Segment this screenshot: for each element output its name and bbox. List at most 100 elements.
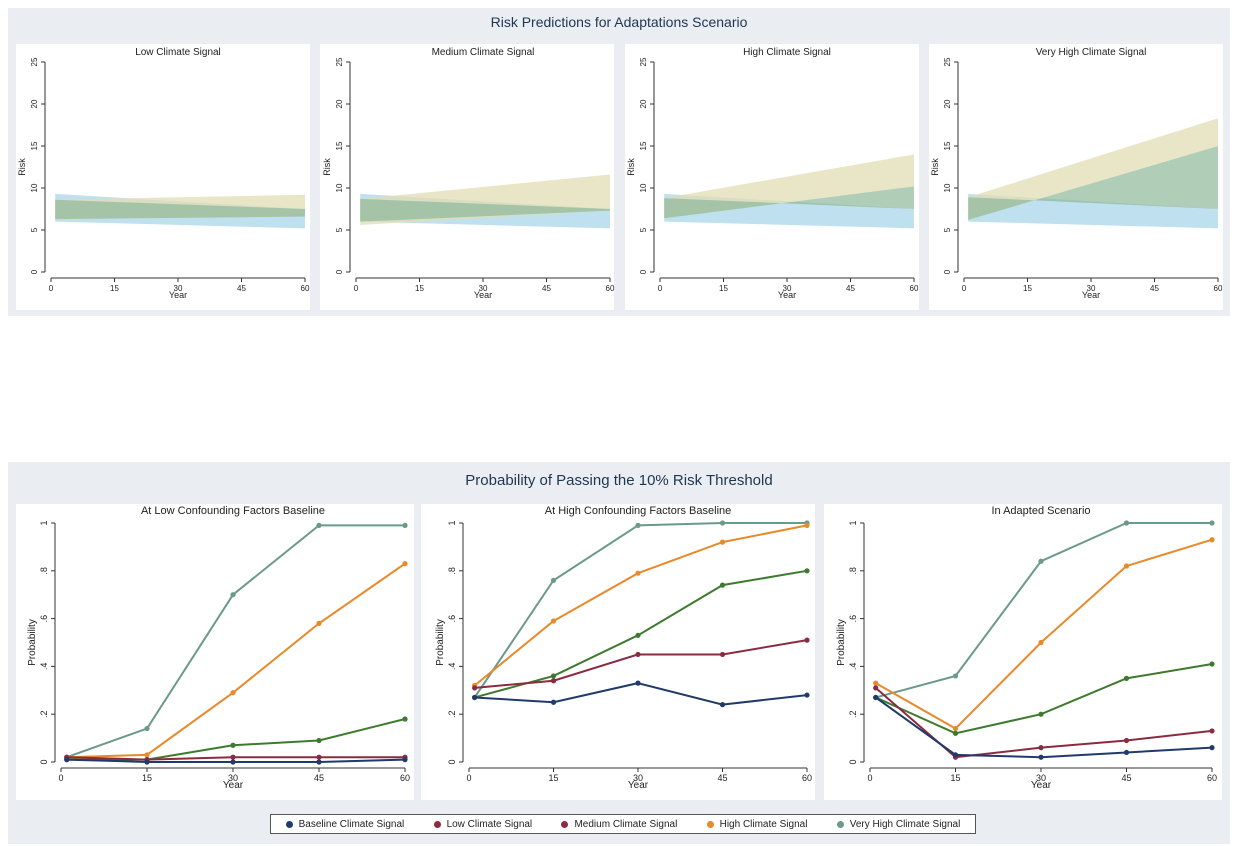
x-tick-label: 30 [633, 773, 643, 783]
data-point [550, 673, 557, 679]
probability-figure: Probability of Passing the 10% Risk Thre… [8, 462, 1230, 844]
data-point [402, 561, 408, 567]
x-tick-label: 30 [479, 284, 488, 293]
data-point [1123, 737, 1130, 744]
legend-item: Very High Climate Signal [836, 819, 960, 830]
legend-marker [285, 820, 293, 828]
data-point [1123, 520, 1130, 526]
x-tick-label: 30 [1087, 284, 1096, 293]
y-tick-label: 25 [639, 57, 648, 66]
y-tick-label: .2 [447, 710, 457, 718]
chart-panel-1: Medium Climate Signal 0 5 10 15 20 25 0 15 30 45 60… [320, 44, 615, 310]
x-axis-label: Year [169, 290, 187, 300]
y-tick-label: 10 [30, 183, 39, 192]
x-tick-label: 0 [962, 284, 967, 293]
x-tick-label: 0 [658, 284, 663, 293]
figure-title: Probability of Passing the 10% Risk Thre… [465, 472, 773, 489]
chart-panel-4: At Low Confounding Factors Baseline 0 .2 .4… [16, 504, 414, 800]
data-point [635, 522, 641, 528]
x-tick-label: 30 [783, 284, 792, 293]
data-point [402, 757, 408, 763]
data-point [1209, 745, 1215, 751]
x-tick-label: 60 [606, 284, 615, 293]
data-point [719, 651, 726, 658]
data-point [1038, 639, 1044, 646]
x-tick-label: 45 [1121, 773, 1131, 783]
probability-charts: At Low Confounding Factors Baseline 0 .2 .4… [16, 504, 1222, 800]
data-point [804, 692, 810, 698]
legend-label: High Climate Signal [719, 818, 808, 830]
data-point [719, 702, 726, 708]
panel-background [16, 44, 310, 310]
data-point [230, 742, 236, 748]
chart-title: High Climate Signal [743, 47, 831, 58]
x-tick-label: 45 [237, 284, 246, 293]
legend-marker [836, 820, 844, 828]
band-overlap [55, 199, 305, 220]
y-axis-label: Risk [930, 158, 940, 176]
y-tick-label: 5 [943, 227, 952, 232]
y-tick-label: 15 [943, 141, 952, 150]
legend-item: Baseline Climate Signal [285, 818, 405, 830]
x-tick-label: 30 [1036, 773, 1046, 783]
data-point [144, 759, 150, 765]
data-point [316, 759, 322, 765]
chart-panel-0: Low Climate Signal 0 5 10 15 20 25 0 15 30 45 60 Yea… [16, 44, 310, 310]
legend-item: High Climate Signal [706, 818, 808, 830]
y-axis-label: Probability [27, 619, 38, 666]
y-tick-label: 25 [335, 57, 344, 66]
x-tick-label: 15 [548, 773, 558, 783]
y-tick-label: 5 [30, 227, 39, 232]
risk-predictions-figure: Risk Predictions for Adaptations Scenari… [8, 8, 1230, 316]
data-point [635, 570, 641, 576]
y-tick-label: 5 [335, 227, 344, 232]
data-point [952, 725, 959, 732]
data-point [144, 752, 150, 758]
data-point [635, 632, 641, 638]
y-tick-label: 20 [30, 99, 39, 108]
x-tick-label: 30 [174, 284, 183, 293]
y-tick-label: .6 [447, 615, 457, 623]
y-tick-label: 5 [639, 227, 648, 232]
x-tick-label: 45 [314, 773, 324, 783]
y-tick-label: 1 [848, 520, 858, 525]
band-overlap [664, 186, 914, 219]
y-tick-label: .2 [848, 710, 858, 718]
data-point [1038, 745, 1044, 751]
data-point [1038, 711, 1044, 717]
x-tick-label: 60 [400, 773, 410, 783]
data-point [1038, 558, 1044, 564]
x-tick-label: 0 [354, 284, 359, 293]
panel-background [421, 504, 815, 800]
chart-panel-3: Very High Climate Signal 0 5 10 15 20 25 0 15 30 4… [929, 44, 1223, 310]
data-point [230, 592, 236, 598]
y-tick-label: 15 [639, 141, 648, 150]
y-tick-label: 25 [943, 57, 952, 66]
x-tick-label: 0 [58, 773, 63, 783]
y-axis-label: Risk [626, 158, 636, 176]
x-tick-label: 45 [717, 773, 727, 783]
y-axis-label: Risk [17, 158, 27, 176]
data-point [635, 680, 641, 686]
data-point [230, 754, 236, 760]
data-point [316, 737, 322, 744]
x-tick-label: 60 [1214, 284, 1223, 293]
y-tick-label: 0 [447, 759, 457, 764]
y-tick-label: 0 [848, 759, 858, 764]
x-tick-label: 15 [415, 284, 424, 293]
data-point [952, 730, 959, 736]
y-tick-label: 20 [335, 99, 344, 108]
y-tick-label: 15 [335, 141, 344, 150]
figure-title: Risk Predictions for Adaptations Scenari… [490, 14, 748, 30]
x-tick-label: 0 [49, 284, 54, 293]
y-tick-label: .2 [39, 710, 49, 718]
data-point [472, 685, 478, 691]
chart-panel-5: At High Confounding Factors Baseline 0 .2.… [421, 504, 815, 800]
x-axis-label: Year [474, 290, 492, 300]
band-overlap [360, 198, 610, 222]
chart-title: Medium Climate Signal [432, 47, 535, 58]
risk-predictions-charts: Low Climate Signal 0 5 10 15 20 25 0 15 30 45 60 Yea… [16, 44, 1223, 310]
legend-label: Baseline Climate Signal [298, 818, 405, 830]
legend-label: Low Climate Signal [446, 818, 533, 830]
y-axis-label: Probability [836, 619, 847, 666]
